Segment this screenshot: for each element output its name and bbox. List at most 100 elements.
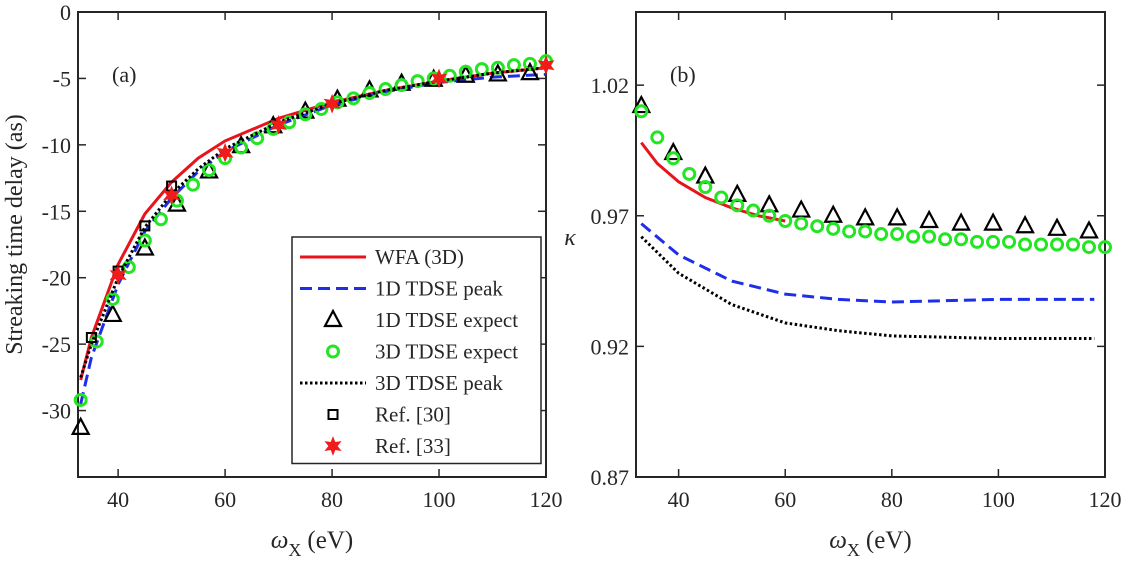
- y-tick-label: 0: [60, 0, 71, 25]
- circle-marker: [185, 177, 200, 192]
- panel-label: (b): [670, 62, 696, 87]
- x-axis-label: ωX (eV): [271, 527, 353, 560]
- y-tick-label: 1.02: [591, 73, 630, 98]
- circle-marker: [986, 234, 1001, 249]
- legend-label: Ref. [30]: [375, 403, 451, 427]
- x-tick-label: 60: [214, 487, 236, 512]
- triangle-marker: [855, 207, 876, 226]
- legend-swatch: [323, 308, 343, 328]
- y-tick-label: -30: [42, 399, 71, 424]
- triangle-marker: [631, 94, 652, 114]
- circle-marker: [762, 208, 777, 223]
- y-tick-label: -15: [42, 199, 71, 224]
- y-tick-label: -20: [42, 266, 71, 291]
- x-label-subscript: X: [288, 540, 301, 560]
- triangle-marker: [520, 61, 540, 81]
- circle-marker: [906, 229, 921, 244]
- circle-marker: [634, 104, 649, 119]
- legend-swatch: [324, 436, 342, 456]
- x-tick-label: 120: [530, 487, 563, 512]
- circle-marker: [202, 163, 217, 178]
- circle-marker: [1002, 234, 1017, 249]
- x-tick-label: 40: [668, 487, 690, 512]
- circle-marker: [714, 190, 729, 205]
- circle-marker: [698, 180, 713, 195]
- y-tick-label: -5: [53, 66, 71, 91]
- triangle-marker: [919, 209, 939, 229]
- legend-label: 1D TDSE expect: [375, 308, 518, 332]
- y-tick-label: -25: [42, 332, 71, 357]
- circle-marker: [938, 232, 953, 247]
- legend-box: [291, 236, 542, 465]
- x-tick-label: 80: [321, 487, 343, 512]
- x-tick-label: 100: [423, 487, 456, 512]
- x-label-unit: (eV): [866, 527, 912, 554]
- circle-marker: [298, 107, 313, 122]
- triangle-marker: [102, 303, 123, 323]
- star-marker: [430, 68, 448, 89]
- circle-marker: [73, 392, 88, 407]
- star-marker: [270, 115, 288, 135]
- triangle-marker: [983, 212, 1003, 231]
- legend-label: WFA (3D): [375, 245, 464, 269]
- series-line: [640, 235, 1095, 340]
- circle-marker: [730, 198, 745, 213]
- y-tick-label: -10: [42, 133, 71, 158]
- circle-marker: [1050, 237, 1065, 252]
- y-axis-label: κ: [564, 225, 576, 251]
- panel-label: (a): [112, 62, 136, 87]
- circle-marker: [1034, 237, 1049, 252]
- y-tick-label: 0.87: [591, 465, 630, 490]
- legend-label: 1D TDSE peak: [375, 277, 503, 301]
- x-axis-label: ωX (eV): [829, 527, 911, 560]
- circle-marker: [970, 234, 985, 249]
- circle-marker: [858, 224, 873, 239]
- triangle-marker: [135, 237, 155, 256]
- x-tick-label: 80: [881, 487, 903, 512]
- circle-marker: [506, 58, 521, 73]
- circle-marker: [1018, 237, 1033, 252]
- circle-marker: [922, 229, 937, 244]
- legend-label: Ref. [33]: [375, 434, 451, 458]
- series-line: [640, 141, 786, 223]
- star-marker: [323, 93, 341, 114]
- triangle-marker: [1079, 220, 1099, 239]
- circle-marker: [842, 224, 857, 239]
- legend-label: 3D TDSE expect: [375, 340, 518, 364]
- triangle-marker: [791, 199, 812, 218]
- circle-marker: [794, 216, 809, 231]
- circle-marker: [666, 151, 681, 166]
- circle-marker: [810, 219, 825, 234]
- x-tick-label: 60: [774, 487, 796, 512]
- x-tick-label: 120: [1089, 487, 1122, 512]
- circle-marker: [522, 56, 537, 71]
- circle-marker: [682, 166, 697, 181]
- circle-marker: [394, 78, 409, 93]
- circle-marker: [378, 82, 393, 97]
- circle-marker: [890, 227, 905, 242]
- x-label-subscript: X: [847, 540, 860, 560]
- circle-marker: [954, 232, 969, 247]
- circle-marker: [153, 212, 168, 227]
- triangle-marker: [663, 141, 684, 161]
- legend-swatch: [326, 344, 340, 359]
- circle-marker: [1066, 237, 1081, 252]
- circle-marker: [105, 291, 120, 306]
- triangle-marker: [1047, 217, 1067, 236]
- x-tick-label: 40: [107, 487, 129, 512]
- square-marker: [85, 332, 97, 343]
- star-marker: [216, 142, 234, 163]
- x-label-symbol: ω: [829, 527, 847, 554]
- circle-marker: [650, 130, 665, 145]
- triangle-marker: [1015, 214, 1035, 234]
- x-label-symbol: ω: [271, 527, 289, 554]
- star-marker: [537, 55, 555, 75]
- legend-swatch: [327, 409, 339, 420]
- circle-marker: [778, 213, 793, 228]
- triangle-marker: [70, 416, 91, 435]
- y-axis-label: Streaking time delay (as): [2, 114, 28, 355]
- circle-marker: [474, 62, 489, 77]
- y-tick-label: 0.92: [591, 334, 630, 359]
- circle-marker: [137, 233, 152, 248]
